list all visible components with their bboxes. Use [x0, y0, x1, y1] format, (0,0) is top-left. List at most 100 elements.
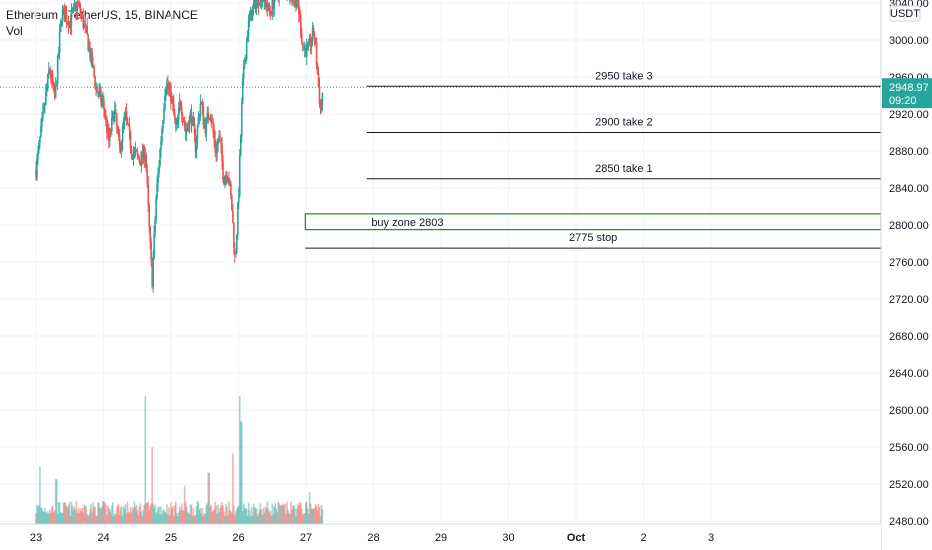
candle-body — [229, 183, 231, 185]
candle-body — [187, 128, 190, 132]
candle-body — [157, 172, 159, 183]
volume-bar — [236, 506, 239, 524]
candle-body — [249, 10, 252, 18]
candle-body — [74, 4, 77, 6]
candle-body — [91, 51, 93, 68]
volume-bar — [156, 512, 158, 524]
volume-bar — [144, 396, 147, 524]
candle-body — [262, 0, 265, 2]
candle-body — [318, 86, 321, 104]
volume-bar — [321, 509, 324, 524]
price-tick-label: 2920.00 — [889, 109, 929, 121]
candle-body — [295, 2, 297, 8]
candle-body — [273, 0, 276, 10]
volume-bar — [127, 512, 130, 524]
candle-body — [110, 129, 112, 133]
volume-bar — [307, 513, 310, 524]
candle-body — [49, 71, 52, 79]
candle-body — [220, 137, 222, 146]
volume-bar — [131, 506, 134, 524]
volume-bar — [118, 514, 121, 524]
volume-bar — [315, 505, 318, 524]
candle-body — [271, 0, 274, 14]
volume-bar — [133, 501, 136, 524]
candle-body — [225, 175, 227, 178]
volume-bar — [52, 512, 55, 524]
candle-body — [194, 134, 197, 152]
volume-bar — [237, 505, 240, 524]
candle-body — [79, 3, 82, 13]
last-price-value: 2948.97 — [889, 82, 929, 94]
volume-bar — [129, 507, 132, 524]
candle-body — [140, 151, 143, 166]
price-tick-label: 2840.00 — [889, 183, 929, 195]
volume-bar — [98, 503, 100, 524]
volume-bar — [126, 501, 129, 524]
candle-body — [83, 23, 86, 28]
candle-body — [161, 128, 163, 142]
candle-body — [67, 22, 70, 28]
time-tick-label: 28 — [367, 532, 379, 544]
volume-bar — [262, 507, 265, 524]
volume-bar — [229, 509, 231, 524]
volume-bar — [254, 508, 257, 524]
candle-body — [179, 101, 182, 107]
volume-bar — [101, 506, 103, 524]
volume-bar — [241, 511, 244, 524]
volume-bar — [137, 515, 140, 524]
volume-bar — [76, 513, 79, 524]
candle-body — [306, 43, 309, 45]
volume-bar — [249, 515, 252, 524]
volume-bar — [107, 505, 109, 524]
volume-bar — [90, 504, 92, 524]
volume-bar — [47, 511, 49, 524]
candle-body — [234, 248, 236, 255]
volume-bars — [35, 396, 324, 524]
candle-body — [63, 8, 66, 22]
volume-bar — [300, 508, 303, 524]
volume-bar — [255, 508, 258, 524]
volume-bar — [286, 501, 288, 524]
volume-bar — [294, 508, 296, 524]
time-axis[interactable]: 23 24 25 26 27 28 29 30 Oct 2 3 — [0, 523, 881, 550]
volume-bar — [124, 504, 127, 524]
volume-bar — [284, 503, 286, 524]
price-axis[interactable]: 3040.003000.002960.002920.002880.002840.… — [880, 0, 932, 550]
candle-body — [247, 19, 250, 35]
candle-body — [219, 135, 221, 138]
candle-body — [304, 48, 307, 57]
candle-body — [60, 20, 63, 22]
candle-body — [183, 122, 186, 127]
volume-bar — [272, 514, 275, 524]
candle-body — [78, 2, 81, 4]
volume-bar — [141, 516, 144, 524]
candle-body — [235, 252, 237, 255]
volume-bar — [47, 513, 50, 524]
candle-body — [59, 21, 62, 33]
candle-body — [88, 47, 90, 51]
volume-bar — [188, 514, 191, 524]
volume-bar — [155, 512, 157, 524]
volume-bar — [282, 503, 284, 524]
candle-body — [36, 158, 38, 178]
candle-body — [90, 51, 92, 60]
volume-bar — [239, 421, 242, 524]
candle-body — [56, 55, 59, 85]
volume-bar — [49, 512, 52, 524]
candle-body — [213, 132, 215, 140]
currency-badge[interactable] — [889, 5, 921, 22]
candle-body — [66, 22, 69, 24]
candle-body — [237, 195, 240, 203]
candle-body — [38, 142, 40, 151]
candle-body — [204, 124, 207, 134]
volume-bar — [51, 505, 54, 524]
volume-bar — [151, 447, 153, 524]
volume-bar — [248, 510, 251, 524]
candle-body — [153, 232, 155, 258]
candle-body — [144, 155, 147, 161]
candle-body — [226, 175, 228, 179]
volume-bar — [143, 504, 146, 524]
candle-body — [250, 10, 253, 21]
candle-body — [206, 112, 209, 118]
